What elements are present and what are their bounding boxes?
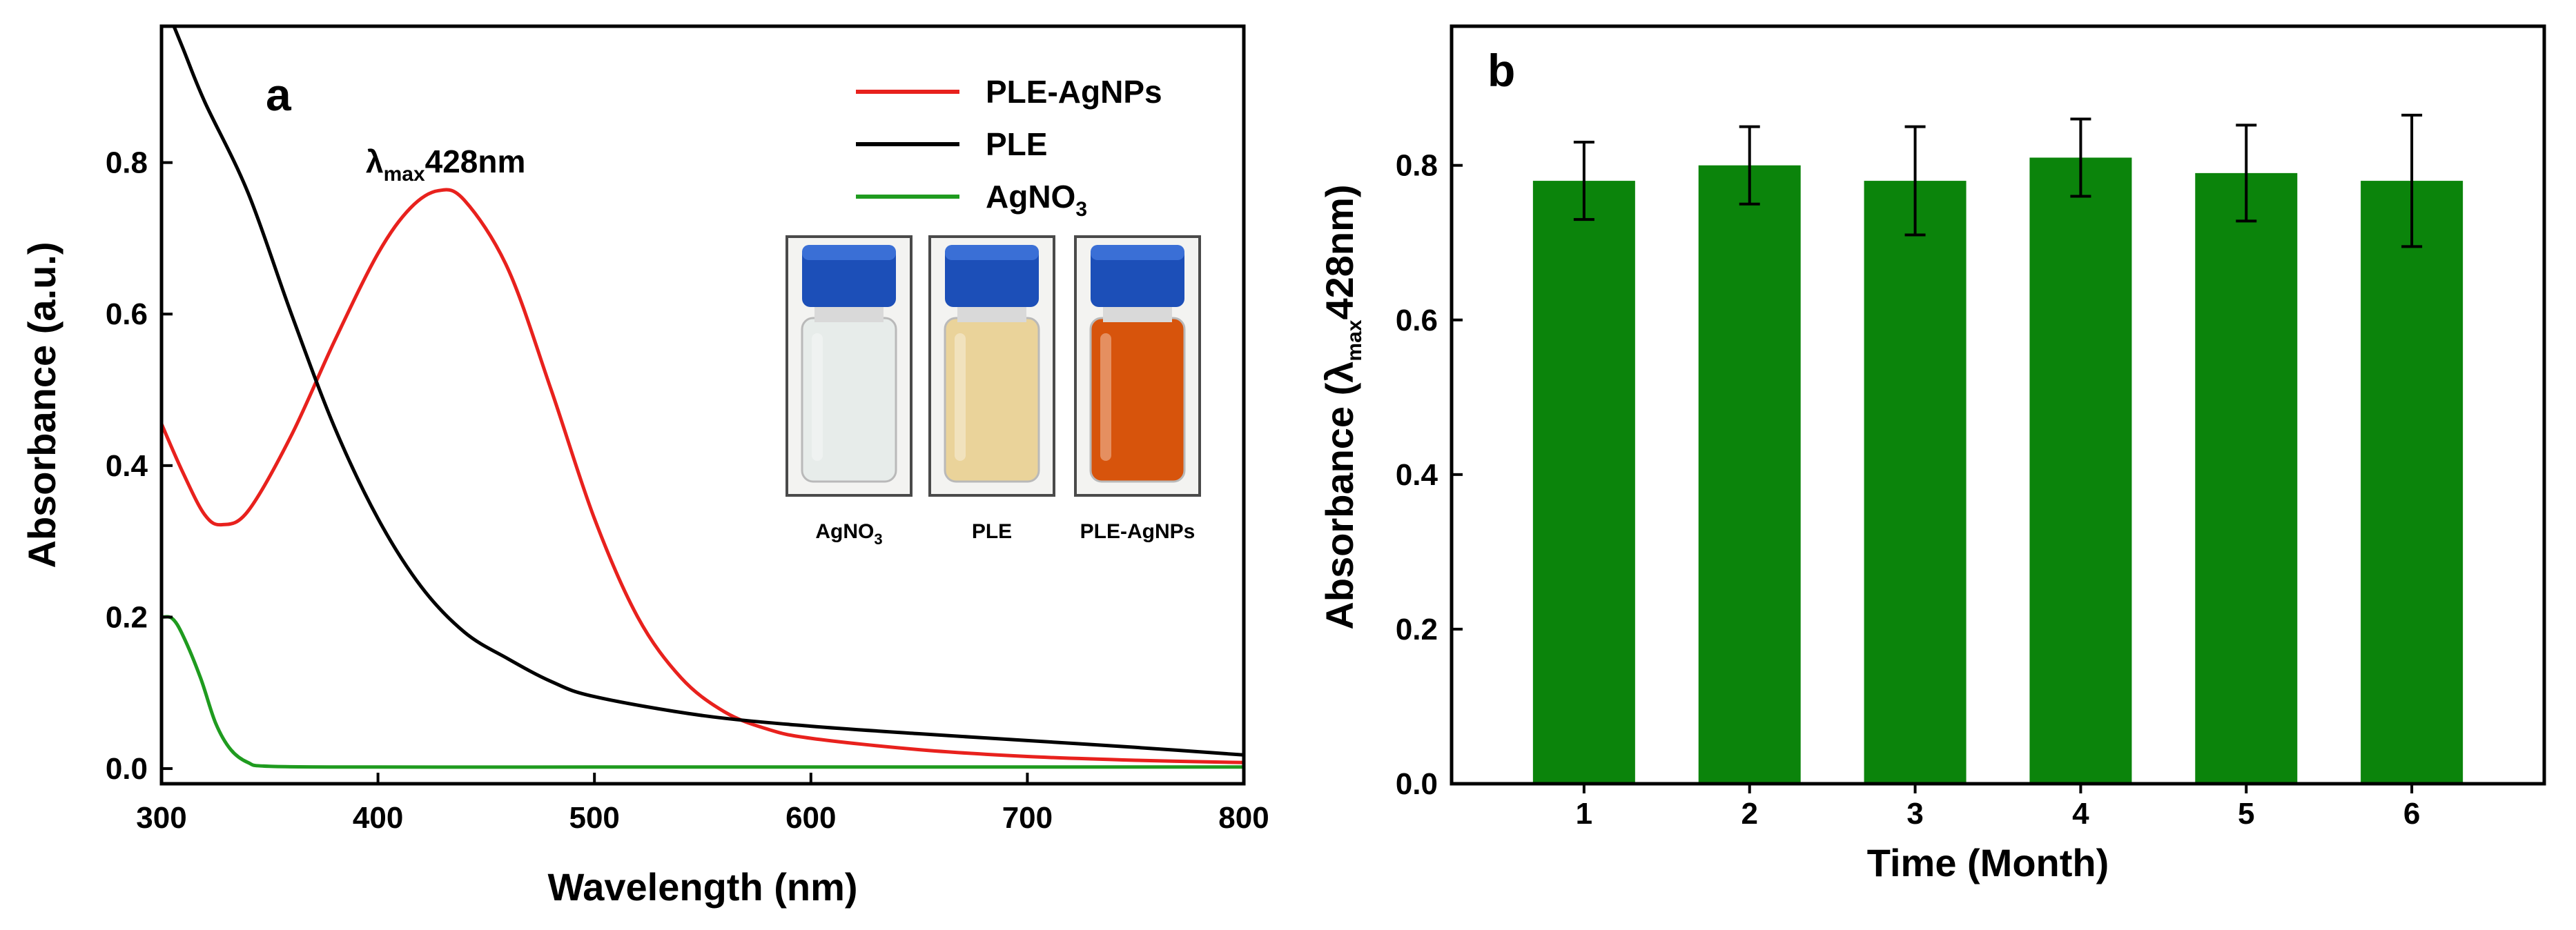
vial-cap bbox=[802, 245, 896, 307]
legend-label-text: PLE bbox=[986, 126, 1047, 162]
bar-month-1 bbox=[1532, 181, 1635, 784]
spectrum-line-ple-agnps bbox=[162, 188, 1244, 764]
panel-a-chart: 300 400 500 600 700 800 0.0 0.2 0.4 0.6 0.8 a Wav… bbox=[20, 24, 1269, 909]
x-tick-label: 500 bbox=[569, 801, 619, 835]
vial-glass-highlight bbox=[955, 333, 966, 461]
panel-b-y-title-start: Absorbance ( bbox=[1318, 382, 1361, 629]
x-tick-label: 1 bbox=[1576, 797, 1592, 831]
lambda-subscript: max bbox=[384, 163, 425, 186]
vial-label: PLE bbox=[972, 520, 1012, 543]
vial-cap-top bbox=[802, 245, 896, 260]
x-tick-label: 2 bbox=[1741, 797, 1757, 831]
x-tick-label: 800 bbox=[1218, 801, 1269, 835]
vial-cap bbox=[945, 245, 1039, 307]
x-tick-label: 3 bbox=[1906, 797, 1923, 831]
y-tick-label: 0.8 bbox=[1396, 149, 1438, 183]
y-tick-label: 0.4 bbox=[1396, 458, 1438, 492]
legend-label-subscript: 3 bbox=[1075, 198, 1087, 221]
x-tick-label: 300 bbox=[136, 801, 186, 835]
legend-label-text: AgNO bbox=[986, 179, 1075, 215]
x-tick-label: 600 bbox=[786, 801, 836, 835]
vial-photo-3 bbox=[1074, 235, 1201, 497]
x-tick-label: 4 bbox=[2072, 797, 2089, 831]
panel-a-letter: a bbox=[266, 69, 292, 120]
lambda-max-annotation: λmax428nm bbox=[366, 144, 525, 186]
x-tick-label: 6 bbox=[2403, 797, 2420, 831]
y-tick-label: 0.6 bbox=[1396, 304, 1438, 337]
panel-b-x-ticks: 1 2 3 4 5 6 bbox=[1576, 784, 2420, 831]
legend-label-text: PLE-AgNPs bbox=[986, 74, 1162, 110]
legend-label: AgNO3 bbox=[986, 179, 1087, 221]
vial-label-text: PLE-AgNPs bbox=[1080, 520, 1196, 543]
panel-a-legend: PLE-AgNPs PLE AgNO3 bbox=[856, 74, 1162, 221]
x-tick-label: 5 bbox=[2238, 797, 2254, 831]
panel-a-frame bbox=[159, 24, 1246, 786]
y-tick-label: 0.0 bbox=[106, 752, 148, 786]
panel-a-plot-area bbox=[162, 26, 1244, 769]
panel-b-x-axis-title: Time (Month) bbox=[1867, 841, 2109, 884]
panel-b-y-ticks: 0.0 0.2 0.4 0.6 0.8 bbox=[1396, 149, 1463, 801]
vial-glass-highlight bbox=[1100, 333, 1111, 461]
y-tick-label: 0.8 bbox=[106, 146, 148, 180]
bar-month-6 bbox=[2361, 181, 2463, 784]
vial-photo-inset: AgNO3 PLE PLE-AgNPs bbox=[786, 235, 1201, 548]
panel-a-y-ticks: 0.0 0.2 0.4 0.6 0.8 bbox=[106, 146, 173, 786]
panel-b-y-title-lambda: λ bbox=[1318, 362, 1361, 383]
panel-b-y-title-end: 428nm) bbox=[1318, 184, 1361, 319]
panel-b-frame bbox=[1450, 24, 2546, 786]
vial-cap-top bbox=[1091, 245, 1184, 260]
spectrum-line-agno bbox=[162, 615, 1244, 769]
lambda-symbol: λ bbox=[366, 144, 384, 179]
vial-photo-2 bbox=[928, 235, 1055, 497]
vial-cap bbox=[1091, 245, 1184, 307]
y-tick-label: 0.2 bbox=[106, 600, 148, 634]
bar-month-3 bbox=[1864, 181, 1967, 784]
panel-a-x-ticks: 300 400 500 600 700 800 bbox=[136, 773, 1269, 835]
panel-b-plot-area bbox=[1532, 113, 2463, 784]
y-tick-label: 0.0 bbox=[1396, 767, 1438, 801]
panel-b-letter: b bbox=[1487, 45, 1515, 96]
x-tick-label: 400 bbox=[353, 801, 403, 835]
panel-b-y-title-sub: max bbox=[1343, 319, 1366, 361]
bar-month-5 bbox=[2195, 172, 2298, 784]
vial-label-subscript: 3 bbox=[874, 531, 882, 548]
vial-glass-highlight bbox=[812, 333, 823, 461]
vial-label-text: AgNO bbox=[815, 520, 874, 543]
bar-month-2 bbox=[1698, 165, 1801, 784]
legend-label: PLE bbox=[986, 126, 1047, 162]
x-tick-label: 700 bbox=[1002, 801, 1053, 835]
panel-a-x-axis-title: Wavelength (nm) bbox=[547, 865, 857, 909]
lambda-value: 428nm bbox=[425, 144, 526, 179]
vial-label: AgNO3 bbox=[815, 520, 882, 548]
legend-label: PLE-AgNPs bbox=[986, 74, 1162, 110]
spectrum-line-ple bbox=[172, 26, 1244, 757]
vial-cap-top bbox=[945, 245, 1039, 260]
y-tick-label: 0.2 bbox=[1396, 613, 1438, 646]
panel-b-chart: 0.0 0.2 0.4 0.6 0.8 1 2 3 4 5 6 b Time (Month) Ab… bbox=[1318, 24, 2546, 884]
vial-label: PLE-AgNPs bbox=[1080, 520, 1196, 543]
y-tick-label: 0.6 bbox=[106, 297, 148, 331]
y-tick-label: 0.4 bbox=[106, 449, 148, 483]
bar-month-4 bbox=[2029, 157, 2132, 784]
vial-label-text: PLE bbox=[972, 520, 1012, 543]
vial-photo-1 bbox=[786, 235, 913, 497]
panel-a-y-axis-title: Absorbance (a.u.) bbox=[20, 242, 64, 568]
panel-b-y-axis-title: Absorbance (λmax428nm) bbox=[1318, 184, 1366, 629]
